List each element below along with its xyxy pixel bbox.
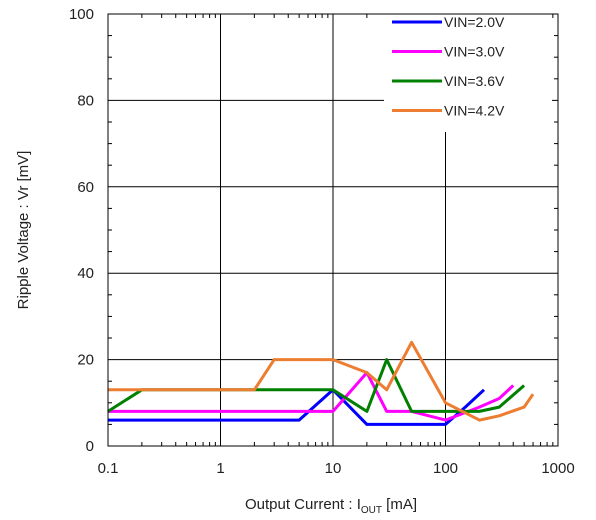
x-axis-label-subscript: OUT — [361, 505, 382, 516]
y-tick-label: 0 — [86, 438, 94, 455]
legend-label-3: VIN=3.6V — [444, 73, 505, 89]
tick-labels: 0 20 40 60 80 100 0.1 1 10 100 1000 — [69, 6, 575, 477]
x-tick-label: 1000 — [541, 460, 574, 477]
series-line-4 — [108, 340, 535, 422]
x-axis-label-main: Output Current : I — [245, 496, 361, 513]
y-axis-label: Ripple Voltage : Vr [mV] — [15, 151, 32, 310]
legend: VIN=2.0V VIN=3.0V VIN=3.6V VIN=4.2V — [384, 10, 552, 132]
y-tick-label: 100 — [69, 6, 94, 23]
x-tick-label: 100 — [433, 460, 458, 477]
y-tick-label: 20 — [77, 352, 94, 369]
legend-label-1: VIN=2.0V — [444, 14, 505, 30]
plot-frame — [107, 13, 559, 447]
x-tick-label: 0.1 — [98, 460, 119, 477]
series-line-2 — [108, 371, 515, 422]
series-layer — [107, 340, 535, 426]
x-axis-label-unit: [mA] — [382, 496, 417, 513]
legend-label-2: VIN=3.0V — [444, 44, 505, 60]
y-tick-label: 80 — [77, 92, 94, 109]
x-tick-label: 1 — [216, 460, 224, 477]
y-tick-label: 60 — [77, 179, 94, 196]
x-axis-label: Output Current : IOUT [mA] — [245, 496, 417, 516]
y-tick-label: 40 — [77, 265, 94, 282]
series-line-1 — [108, 388, 486, 426]
x-tick-label: 10 — [325, 460, 342, 477]
legend-label-4: VIN=4.2V — [444, 103, 505, 119]
